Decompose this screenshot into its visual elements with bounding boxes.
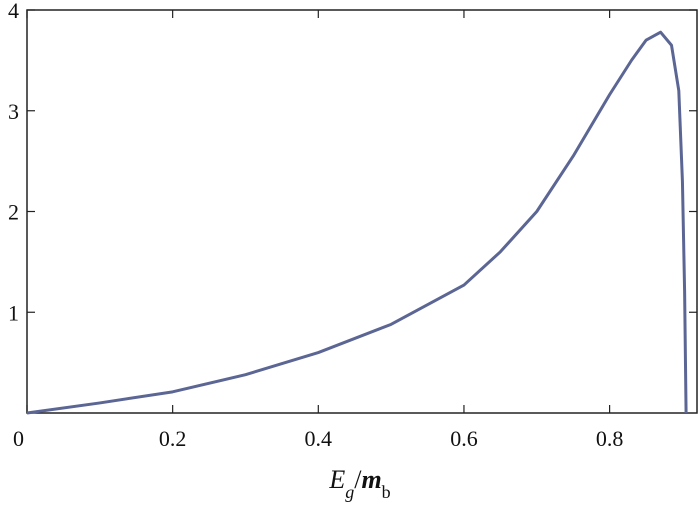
curve — [26, 30, 688, 415]
y-tick-label: 1 — [8, 300, 19, 325]
x-label-part: m — [361, 465, 381, 494]
x-tick-label: 0.8 — [596, 426, 624, 451]
x-tick-label: 0.2 — [159, 426, 187, 451]
x-label-part: g — [345, 482, 354, 502]
y-tick-label: 4 — [8, 0, 19, 23]
x-tick-label: 0.6 — [450, 426, 478, 451]
y-tick-label: 2 — [8, 200, 19, 225]
x-label-part: b — [382, 482, 391, 502]
x-label-part: E — [328, 465, 345, 494]
x-label-part: / — [354, 465, 362, 494]
plot-frame — [26, 9, 698, 414]
x-tick-label: 0.4 — [305, 426, 333, 451]
x-tick-label: 0 — [13, 426, 24, 451]
x-axis-label: Eg/mb — [328, 465, 390, 502]
y-tick-label: 3 — [8, 99, 19, 124]
